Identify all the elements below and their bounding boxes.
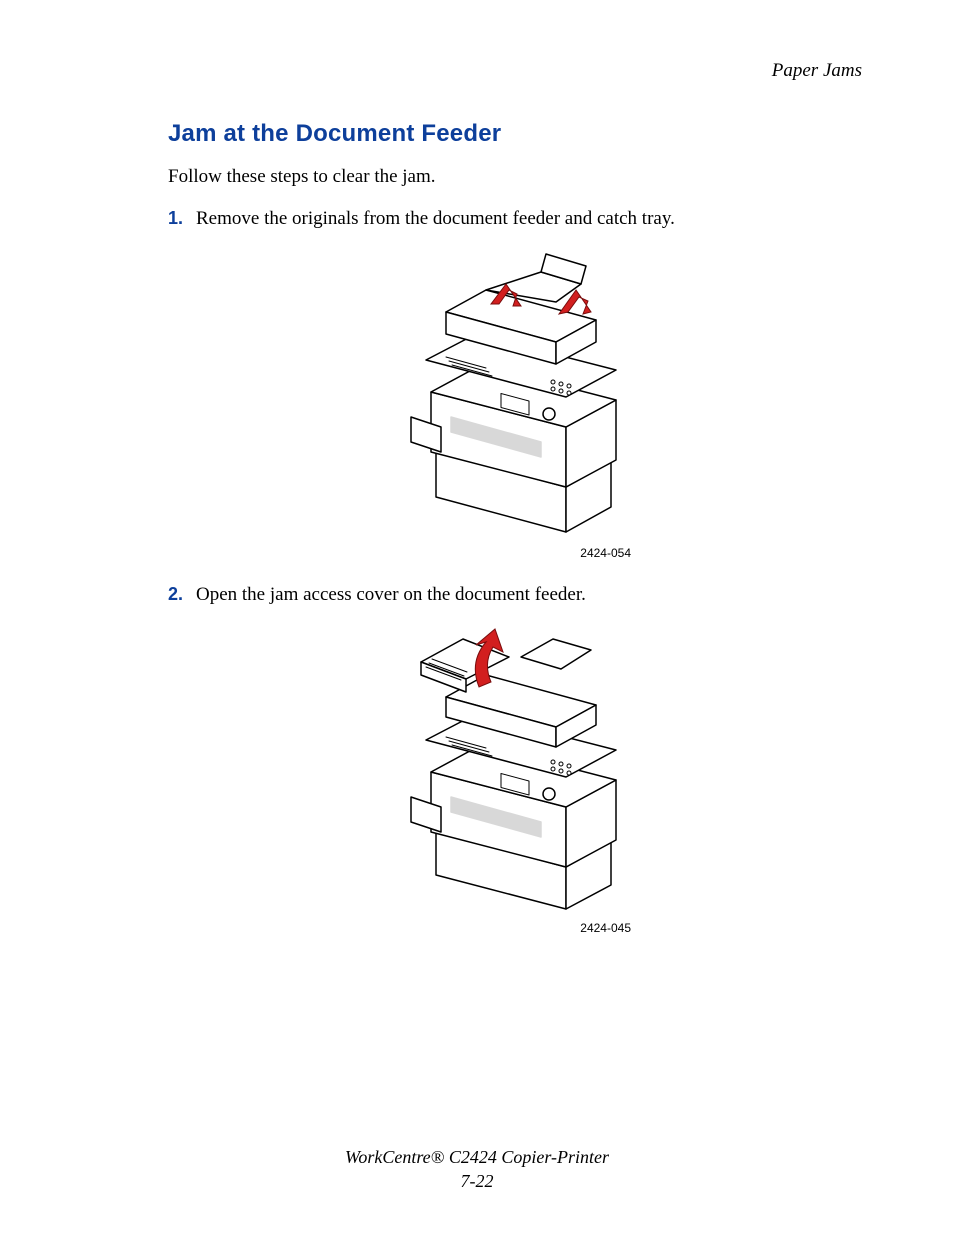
figure-2: 2424-045 [391,617,641,935]
step-text: Remove the originals from the document f… [196,206,864,232]
figure-id: 2424-045 [391,921,641,935]
figure-2-wrap: 2424-045 [168,617,864,937]
figure-1: 2424-054 [391,242,641,560]
page-content: Paper Jams Jam at the Document Feeder Fo… [0,0,954,1235]
footer-page-number: 7-22 [0,1170,954,1193]
page-footer: WorkCentre® C2424 Copier-Printer 7-22 [0,1146,954,1193]
footer-product: WorkCentre® C2424 Copier-Printer [0,1146,954,1169]
section-header: Paper Jams [168,60,864,82]
page-title: Jam at the Document Feeder [168,120,864,148]
step-text: Open the jam access cover on the documen… [196,582,864,608]
figure-1-wrap: 2424-054 [168,242,864,562]
step-number: 2. [168,582,196,608]
step-1: 1. Remove the originals from the documen… [168,206,864,232]
figure-id: 2424-054 [391,546,641,560]
printer-illustration-2 [391,617,641,917]
printer-illustration-1 [391,242,641,542]
step-number: 1. [168,206,196,232]
step-2: 2. Open the jam access cover on the docu… [168,582,864,608]
intro-text: Follow these steps to clear the jam. [168,166,864,188]
